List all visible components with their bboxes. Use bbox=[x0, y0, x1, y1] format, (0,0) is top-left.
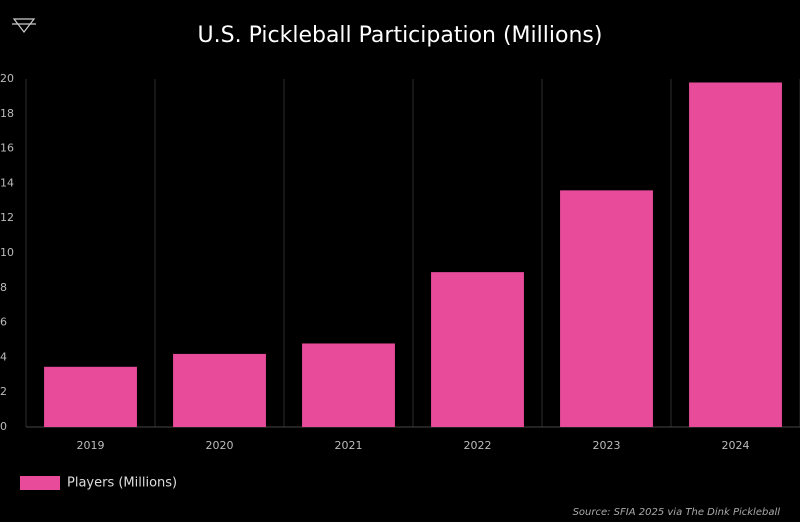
y-tick-label: 0 bbox=[0, 420, 7, 433]
y-tick-label: 2 bbox=[0, 385, 7, 398]
bar bbox=[302, 343, 395, 427]
y-tick-label: 10 bbox=[0, 246, 14, 259]
legend-swatch bbox=[20, 476, 60, 490]
x-tick-label: 2020 bbox=[206, 439, 234, 452]
bar bbox=[173, 353, 266, 427]
bar bbox=[431, 272, 524, 427]
y-tick-label: 16 bbox=[0, 142, 14, 155]
logo-icon bbox=[12, 18, 36, 33]
y-tick-label: 6 bbox=[0, 316, 7, 329]
x-tick-label: 2023 bbox=[593, 439, 621, 452]
bar bbox=[44, 366, 137, 427]
bar bbox=[689, 82, 782, 427]
y-tick-label: 4 bbox=[0, 350, 7, 363]
y-tick-label: 14 bbox=[0, 176, 14, 189]
legend-label: Players (Millions) bbox=[67, 476, 177, 491]
x-tick-label: 2019 bbox=[77, 439, 105, 452]
x-tick-label: 2024 bbox=[722, 439, 750, 452]
x-tick-label: 2021 bbox=[335, 439, 363, 452]
chart-title: U.S. Pickleball Participation (Millions) bbox=[198, 23, 603, 48]
x-tick-label: 2022 bbox=[464, 439, 492, 452]
bar bbox=[560, 190, 653, 427]
source-note: Source: SFIA 2025 via The Dink Picklebal… bbox=[573, 507, 781, 518]
y-tick-label: 20 bbox=[0, 72, 14, 85]
y-tick-label: 18 bbox=[0, 107, 14, 120]
y-tick-label: 8 bbox=[0, 281, 7, 294]
y-tick-label: 12 bbox=[0, 211, 14, 224]
